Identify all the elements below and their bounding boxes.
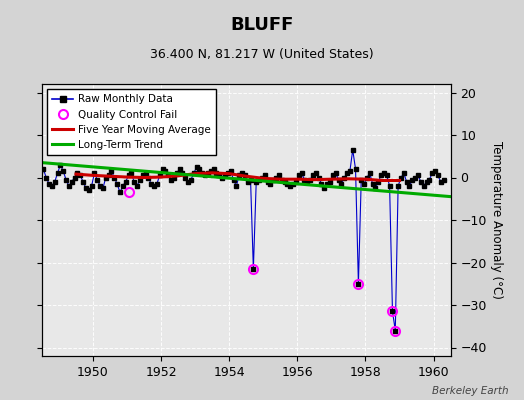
- Text: Berkeley Earth: Berkeley Earth: [432, 386, 508, 396]
- Legend: Raw Monthly Data, Quality Control Fail, Five Year Moving Average, Long-Term Tren: Raw Monthly Data, Quality Control Fail, …: [47, 89, 216, 155]
- Y-axis label: Temperature Anomaly (°C): Temperature Anomaly (°C): [490, 141, 504, 299]
- Text: 36.400 N, 81.217 W (United States): 36.400 N, 81.217 W (United States): [150, 48, 374, 61]
- Text: BLUFF: BLUFF: [231, 16, 293, 34]
